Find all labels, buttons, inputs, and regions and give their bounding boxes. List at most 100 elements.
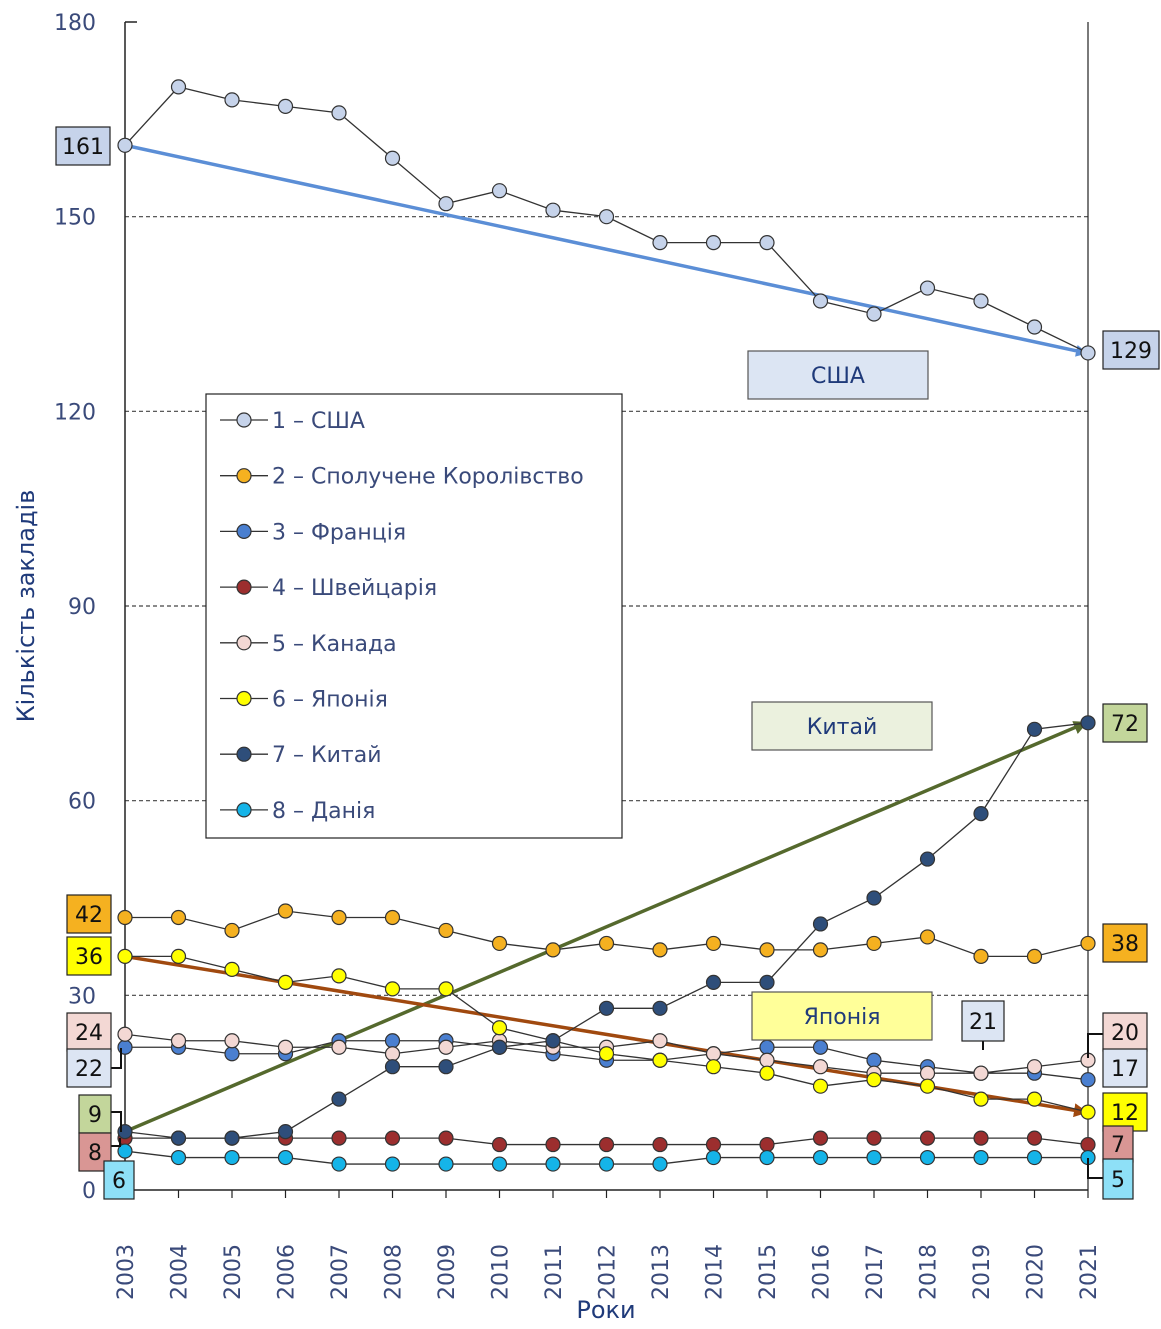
series-3-point-2005 xyxy=(224,1046,240,1062)
series-4-point-2009 xyxy=(438,1130,454,1146)
series-7-point-2008 xyxy=(384,1059,401,1075)
series-4-point-2016 xyxy=(812,1130,829,1146)
series-5-point-2020 xyxy=(1026,1059,1043,1075)
series-5-point-2007 xyxy=(331,1039,347,1055)
y-tick-label-90: 90 xyxy=(68,595,96,620)
value-labels: 161 129 42 38 36 12 24 20 22 17 21 9 72 8 7 6 5 xyxy=(55,126,1160,1200)
series-8-point-2019 xyxy=(973,1149,989,1166)
series-7-point-2015 xyxy=(759,974,775,990)
y-tick-label-60: 60 xyxy=(68,790,96,815)
series-7-point-2016 xyxy=(812,916,829,932)
series-7-point-2014 xyxy=(705,974,722,990)
series-1-point-2011 xyxy=(545,202,561,218)
legend-marker-1 xyxy=(236,412,252,428)
series-7-point-2007 xyxy=(331,1091,347,1107)
legend-marker-8 xyxy=(236,802,252,818)
value-label-connector-20 xyxy=(1087,1033,1103,1058)
series-5-point-2019 xyxy=(973,1065,989,1081)
series-7-point-2021 xyxy=(1080,715,1096,731)
x-tick-label-2014: 2014 xyxy=(703,1244,728,1300)
series-5-point-2015 xyxy=(759,1052,775,1068)
x-tick-label-2010: 2010 xyxy=(489,1244,514,1300)
series-2-point-2017 xyxy=(866,935,882,952)
legend-entry-3: 3 – Франція xyxy=(272,520,406,545)
series-6-point-2019 xyxy=(973,1091,989,1107)
legend-marker-2 xyxy=(236,468,252,484)
axes: 0 30 60 90 120 150 180 2003 2004 2005 2006 2007 2008… xyxy=(12,11,1102,1324)
series-6-point-2018 xyxy=(919,1078,936,1094)
series-2-point-2009 xyxy=(438,922,454,939)
series-6-point-2014 xyxy=(705,1059,722,1075)
value-label-17: 17 xyxy=(1111,1057,1139,1082)
legend-entry-5: 5 – Канада xyxy=(272,632,397,657)
series-1-point-2009 xyxy=(438,196,454,212)
annotation-box-2 xyxy=(751,701,933,751)
value-label-72: 72 xyxy=(1111,712,1139,737)
series-2-point-2011 xyxy=(545,942,561,958)
series-1-point-2006 xyxy=(277,98,294,114)
series-3-point-2015 xyxy=(759,1039,775,1055)
value-label-129: 129 xyxy=(1110,339,1152,364)
series-8-point-2011 xyxy=(545,1156,561,1172)
legend-marker-3 xyxy=(236,523,252,540)
series-1-point-2019 xyxy=(973,293,989,309)
series-2-point-2019 xyxy=(973,948,989,965)
series-2-point-2007 xyxy=(331,909,347,926)
series-8-point-2017 xyxy=(866,1149,882,1166)
trend-line-1 xyxy=(124,143,1088,357)
legend-entry-7: 7 – Китай xyxy=(272,743,382,768)
value-label-8: 8 xyxy=(88,1141,102,1166)
series-5-point-2005 xyxy=(224,1033,240,1049)
annotations: США Китай Японія xyxy=(747,350,933,1041)
series-6-point-2017 xyxy=(866,1072,882,1088)
value-label-12: 12 xyxy=(1111,1101,1139,1126)
series-7-point-2009 xyxy=(438,1059,454,1075)
y-tick-label-30: 30 xyxy=(68,984,96,1009)
series-5-point-2009 xyxy=(438,1039,454,1055)
series-5-point-2018 xyxy=(919,1065,936,1081)
x-axis-title: Роки xyxy=(576,1296,635,1324)
series-2-point-2010 xyxy=(491,935,508,952)
value-label-box-21 xyxy=(961,1000,1005,1042)
series-8-point-2005 xyxy=(224,1149,240,1166)
x-tick-label-2019: 2019 xyxy=(970,1244,995,1300)
series-1-point-2021 xyxy=(1080,345,1096,361)
series-3-point-2017 xyxy=(866,1052,882,1068)
value-label-161: 161 xyxy=(62,135,104,160)
legend-entry-2: 2 – Сполучене Королівство xyxy=(272,465,584,490)
value-label-box-129 xyxy=(1102,330,1160,370)
value-label-box-12 xyxy=(1102,1092,1148,1132)
x-tick-label-2020: 2020 xyxy=(1024,1244,1049,1300)
annotation-label-2: Китай xyxy=(807,715,878,740)
value-label-7: 7 xyxy=(1111,1133,1125,1158)
series-6-point-2005 xyxy=(224,961,240,977)
series-7-point-2018 xyxy=(919,851,936,867)
series-8-point-2020 xyxy=(1026,1149,1043,1166)
value-label-connector-22 xyxy=(111,1048,122,1069)
series-8-point-2015 xyxy=(759,1149,775,1166)
x-tick-label-2012: 2012 xyxy=(596,1244,621,1300)
series-8-point-2007 xyxy=(331,1156,347,1172)
value-label-6: 6 xyxy=(112,1169,126,1194)
value-label-box-36 xyxy=(66,936,112,976)
value-label-38: 38 xyxy=(1111,932,1139,957)
series-5-point-2003 xyxy=(117,1026,133,1042)
legend-entry-6: 6 – Японія xyxy=(272,688,388,713)
value-label-box-38 xyxy=(1102,923,1148,963)
series-2-point-2020 xyxy=(1026,948,1043,965)
series-6-point-2020 xyxy=(1026,1091,1043,1107)
series-4-point-2014 xyxy=(705,1136,722,1153)
series-7-point-2017 xyxy=(866,890,882,906)
series-2-point-2018 xyxy=(919,929,936,945)
series-1-point-2013 xyxy=(652,235,668,251)
legend-entry-1: 1 – США xyxy=(272,409,365,434)
value-label-21: 21 xyxy=(969,1010,997,1035)
value-label-9: 9 xyxy=(88,1103,102,1128)
series-6-point-2016 xyxy=(812,1078,829,1094)
x-tick-label-2003: 2003 xyxy=(114,1244,139,1300)
x-tick-label-2015: 2015 xyxy=(756,1244,781,1300)
y-tick-label-150: 150 xyxy=(54,206,96,231)
legend: 1 – США 2 – Сполучене Королівство 3 – Фран… xyxy=(205,393,623,839)
value-label-connector-5 xyxy=(1087,1158,1103,1179)
